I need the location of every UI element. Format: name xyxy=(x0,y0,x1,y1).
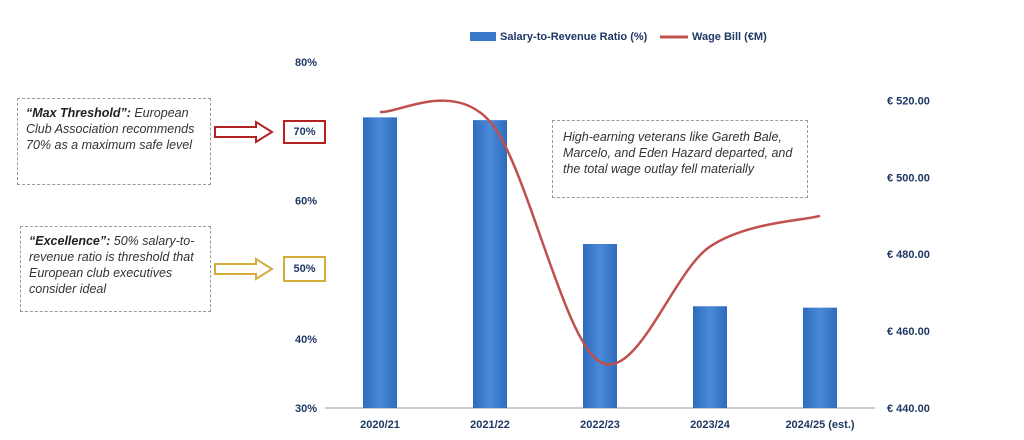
excellence-body: 50% salary-to-revenue ratio is threshold… xyxy=(29,234,195,296)
category-label: 2024/25 (est.) xyxy=(785,419,854,431)
left-tick-label: 80% xyxy=(295,57,317,69)
category-label: 2023/24 xyxy=(690,419,731,431)
right-axis-ticks: € 440.00 € 460.00 € 480.00 € 500.00 € 520.00 xyxy=(887,95,930,415)
category-label: 2020/21 xyxy=(360,419,400,431)
bar-2022/23 xyxy=(583,243,617,408)
bar-2020/21 xyxy=(363,117,397,409)
right-tick-label: € 460.00 xyxy=(887,326,930,338)
max-threshold-note: “Max Threshold”: European Club Associati… xyxy=(17,98,211,185)
bar-series xyxy=(363,117,837,409)
left-tick-label: 60% xyxy=(295,195,317,207)
veterans-note: High-earning veterans like Gareth Bale, … xyxy=(552,120,808,198)
max-threshold-title: “Max Threshold”: xyxy=(26,106,131,120)
excellence-title: “Excellence”: xyxy=(29,234,111,248)
right-tick-label: € 480.00 xyxy=(887,249,930,261)
max-threshold-body: European Club Association recommends 70%… xyxy=(26,106,195,152)
bar-2023/24 xyxy=(693,306,727,408)
marker-70: 70% xyxy=(283,120,326,144)
category-label: 2021/22 xyxy=(470,419,510,431)
excellence-arrow xyxy=(214,257,274,281)
legend-bar-label: Salary-to-Revenue Ratio (%) xyxy=(500,31,648,43)
legend-line-label: Wage Bill (€M) xyxy=(692,31,767,43)
bar-2024/25 (est.) xyxy=(803,307,837,408)
left-tick-label: 40% xyxy=(295,334,317,346)
wage-bill-line xyxy=(379,99,821,366)
right-tick-label: € 440.00 xyxy=(887,403,930,415)
right-tick-label: € 500.00 xyxy=(887,172,930,184)
legend: Salary-to-Revenue Ratio (%) Wage Bill (€… xyxy=(470,31,767,43)
excellence-note: “Excellence”: 50% salary-to-revenue rati… xyxy=(20,226,211,312)
max-threshold-arrow xyxy=(214,120,274,144)
bar-2021/22 xyxy=(473,120,507,409)
right-tick-label: € 520.00 xyxy=(887,95,930,107)
category-label: 2022/23 xyxy=(580,419,620,431)
x-axis-labels: 2020/21 2021/22 2022/23 2023/24 2024/25 (est… xyxy=(360,419,855,431)
left-tick-label: 30% xyxy=(295,403,317,415)
legend-bar-swatch xyxy=(470,32,496,41)
marker-50: 50% xyxy=(283,256,326,282)
left-axis-ticks: 30%40%50%60%70%80% xyxy=(295,57,317,415)
